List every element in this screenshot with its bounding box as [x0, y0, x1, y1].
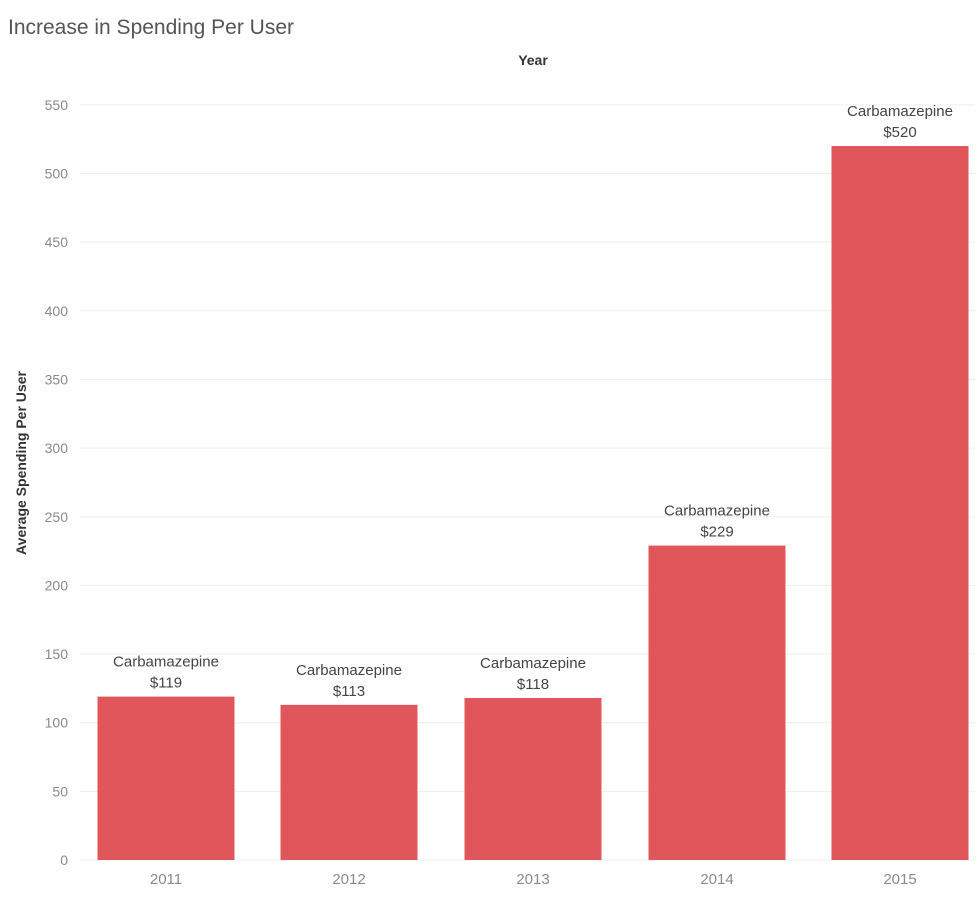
data-label-value: $229 [700, 524, 733, 541]
data-label-name: Carbamazepine [113, 654, 219, 671]
x-axis-title: Year [518, 52, 548, 68]
y-tick-label: 350 [45, 371, 69, 387]
y-axis-title: Average Spending Per User [13, 371, 29, 555]
y-tick-label: 50 [52, 783, 68, 799]
bars [97, 146, 969, 861]
x-axis-ticks: 2011 2012 2013 2014 2015 [150, 871, 917, 888]
data-label-value: $113 [333, 683, 365, 700]
x-tick-label: 2012 [332, 871, 365, 888]
y-tick-label: 150 [45, 646, 69, 662]
data-label-name: Carbamazepine [664, 503, 770, 520]
y-tick-label: 300 [45, 440, 69, 456]
chart-title: Increase in Spending Per User [8, 16, 294, 39]
bar-2014[interactable] [648, 545, 786, 860]
y-tick-label: 500 [45, 166, 69, 182]
data-label-value: $520 [883, 124, 916, 141]
data-labels: Carbamazepine $119 Carbamazepine $113 Carbam… [113, 103, 953, 700]
bar-2011[interactable] [97, 696, 235, 860]
bar-2013[interactable] [464, 697, 602, 860]
y-tick-label: 450 [45, 234, 69, 250]
y-tick-label: 100 [45, 715, 69, 731]
y-tick-label: 550 [45, 97, 69, 113]
x-tick-label: 2011 [150, 871, 182, 888]
data-label-name: Carbamazepine [296, 662, 402, 679]
y-tick-label: 200 [45, 577, 69, 593]
y-axis-ticks: 0 50 100 150 200 250 300 350 400 450 500 550 [45, 97, 69, 868]
data-label-name: Carbamazepine [847, 103, 953, 120]
y-tick-label: 250 [45, 509, 69, 525]
x-tick-label: 2014 [700, 871, 733, 888]
bar-2015[interactable] [831, 146, 969, 861]
x-tick-label: 2015 [883, 871, 916, 888]
y-tick-label: 400 [45, 303, 69, 319]
bar-2012[interactable] [280, 704, 418, 860]
data-label-value: $119 [150, 675, 182, 692]
y-tick-label: 0 [60, 852, 68, 868]
data-label-value: $118 [517, 676, 549, 693]
data-label-name: Carbamazepine [480, 655, 586, 672]
x-tick-label: 2013 [516, 871, 549, 888]
